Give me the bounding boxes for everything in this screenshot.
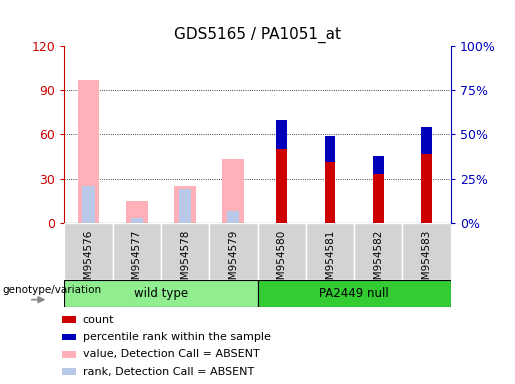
Bar bbox=[373, 157, 384, 223]
Bar bbox=[277, 120, 287, 149]
Text: GSM954582: GSM954582 bbox=[373, 230, 383, 293]
Text: value, Detection Call = ABSENT: value, Detection Call = ABSENT bbox=[82, 349, 260, 359]
FancyBboxPatch shape bbox=[258, 280, 451, 307]
Bar bbox=[62, 368, 76, 375]
Bar bbox=[421, 127, 432, 154]
Text: genotype/variation: genotype/variation bbox=[2, 285, 101, 295]
Text: rank, Detection Call = ABSENT: rank, Detection Call = ABSENT bbox=[82, 366, 254, 377]
Text: GSM954578: GSM954578 bbox=[180, 230, 190, 293]
Bar bbox=[179, 189, 191, 223]
Text: PA2449 null: PA2449 null bbox=[319, 287, 389, 300]
Bar bbox=[306, 223, 354, 280]
Bar bbox=[131, 218, 143, 223]
Text: GSM954583: GSM954583 bbox=[421, 230, 432, 293]
Bar bbox=[62, 351, 76, 358]
Text: wild type: wild type bbox=[134, 287, 188, 300]
FancyBboxPatch shape bbox=[64, 280, 258, 307]
Title: GDS5165 / PA1051_at: GDS5165 / PA1051_at bbox=[174, 27, 341, 43]
Bar bbox=[209, 223, 258, 280]
Text: GSM954576: GSM954576 bbox=[83, 230, 94, 293]
Text: percentile rank within the sample: percentile rank within the sample bbox=[82, 332, 270, 342]
Bar bbox=[227, 211, 239, 223]
Bar bbox=[222, 159, 244, 223]
Bar bbox=[324, 136, 335, 223]
Bar bbox=[373, 157, 384, 174]
Text: GSM954579: GSM954579 bbox=[228, 230, 238, 293]
Bar bbox=[126, 200, 148, 223]
Bar bbox=[402, 223, 451, 280]
Bar bbox=[277, 120, 287, 223]
Text: GSM954580: GSM954580 bbox=[277, 230, 287, 293]
Bar bbox=[354, 223, 402, 280]
Text: GSM954581: GSM954581 bbox=[325, 230, 335, 293]
Bar bbox=[258, 223, 306, 280]
Text: count: count bbox=[82, 314, 114, 325]
Bar bbox=[161, 223, 209, 280]
Bar bbox=[64, 223, 113, 280]
Bar bbox=[82, 186, 95, 223]
Bar bbox=[62, 333, 76, 340]
Bar bbox=[113, 223, 161, 280]
Bar bbox=[62, 316, 76, 323]
Bar bbox=[174, 186, 196, 223]
Text: GSM954577: GSM954577 bbox=[132, 230, 142, 293]
Bar bbox=[78, 80, 99, 223]
Bar bbox=[324, 136, 335, 162]
Bar bbox=[421, 127, 432, 223]
